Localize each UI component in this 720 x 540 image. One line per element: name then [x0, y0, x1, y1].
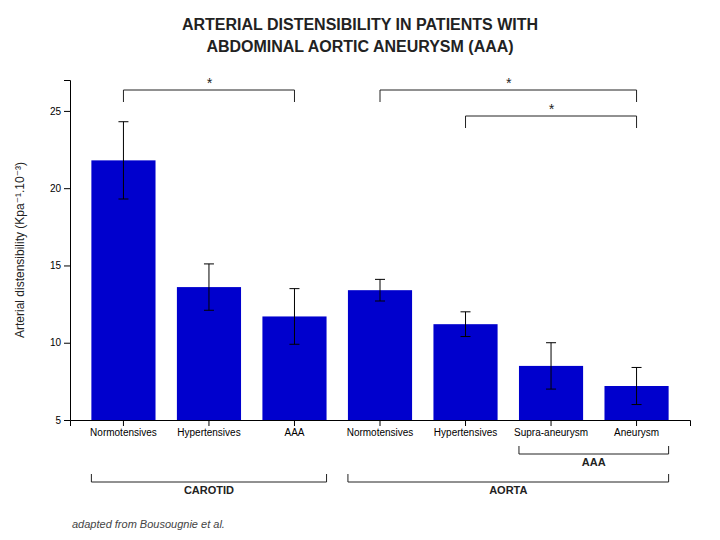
- y-axis: 5 10 15 20 25: [50, 81, 71, 426]
- x-tick-mark: [380, 420, 381, 426]
- y-axis-line: [64, 81, 71, 421]
- y-tick-mark: [64, 420, 70, 421]
- x-axis-line: [71, 421, 691, 427]
- y-tick: 15: [50, 260, 70, 271]
- x-tick-label: Normotensives: [90, 427, 157, 438]
- y-tick-mark: [64, 111, 70, 112]
- x-tick: AAA: [284, 420, 304, 438]
- bar: [433, 324, 497, 420]
- x-tick-label: Aneurysm: [614, 427, 659, 438]
- error-bar-cap: [632, 367, 642, 368]
- x-tick-mark: [294, 420, 295, 426]
- group-bracket: [91, 474, 326, 482]
- significance-bracket: [380, 90, 637, 102]
- y-tick-label: 15: [50, 260, 62, 271]
- x-axis: Normotensives Hypertensives AAA Normotensiv…: [71, 420, 691, 438]
- x-tick: Supra-aneurysm: [514, 420, 588, 438]
- error-bar-cap: [461, 311, 471, 312]
- error-bar: [461, 312, 471, 337]
- y-tick-label: 5: [55, 415, 61, 426]
- y-tick-label: 25: [50, 106, 62, 117]
- x-tick-label: Hypertensives: [177, 427, 240, 438]
- error-bar-cap: [375, 279, 385, 280]
- y-tick-mark: [64, 343, 70, 344]
- error-bar-cap: [546, 389, 556, 390]
- error-bar-cap: [204, 263, 214, 264]
- bar: [91, 160, 155, 420]
- groups: CAROTID AORTA AAA: [91, 446, 668, 496]
- x-tick: Hypertensives: [434, 420, 497, 438]
- error-bar-cap: [118, 121, 128, 122]
- title: ABDOMINAL AORTIC ANEURYSM (AAA): [206, 38, 513, 55]
- y-tick-mark: [64, 188, 70, 189]
- error-bar-stem: [208, 264, 209, 310]
- caption: adapted from Bousougnie et al.: [72, 518, 225, 530]
- x-tick-label: AAA: [284, 427, 304, 438]
- x-tick-label: Supra-aneurysm: [514, 427, 588, 438]
- significance-label: *: [506, 75, 512, 91]
- y-tick: 10: [50, 337, 70, 348]
- error-bar-stem: [380, 279, 381, 301]
- error-bar-stem: [123, 122, 124, 199]
- y-tick-mark: [64, 265, 70, 266]
- x-tick-mark: [208, 420, 209, 426]
- x-tick-mark: [636, 420, 637, 426]
- error-bar-stem: [294, 289, 295, 345]
- marks: [91, 122, 668, 420]
- x-tick: Hypertensives: [177, 420, 240, 438]
- y-tick: 20: [50, 183, 70, 194]
- bar: [348, 290, 412, 420]
- x-tick: Aneurysm: [614, 420, 659, 438]
- x-tick-label: Normotensives: [347, 427, 414, 438]
- x-tick-mark: [551, 420, 552, 426]
- group-label: AORTA: [489, 484, 527, 496]
- x-tick-mark: [465, 420, 466, 426]
- error-bar: [118, 122, 128, 199]
- error-bar-stem: [551, 343, 552, 389]
- error-bar: [632, 367, 642, 404]
- error-bar-cap: [289, 288, 299, 289]
- group-bracket: [519, 446, 669, 454]
- annotations: * * *: [123, 75, 636, 128]
- error-bar-cap: [118, 199, 128, 200]
- error-bar-cap: [289, 344, 299, 345]
- significance-bracket: [466, 116, 637, 128]
- significance-label: *: [206, 75, 212, 91]
- error-bar-cap: [546, 342, 556, 343]
- error-bar-stem: [636, 367, 637, 404]
- group-bracket: [348, 474, 669, 482]
- error-bar-stem: [465, 312, 466, 337]
- error-bar-cap: [375, 301, 385, 302]
- error-bar: [546, 343, 556, 389]
- x-tick-label: Hypertensives: [434, 427, 497, 438]
- error-bar-cap: [204, 310, 214, 311]
- y-tick-label: 20: [50, 183, 62, 194]
- x-tick: Normotensives: [90, 420, 157, 438]
- chart: ARTERIAL DISTENSIBILITY IN PATIENTS WITH…: [0, 0, 720, 540]
- error-bar-cap: [461, 336, 471, 337]
- y-tick: 25: [50, 106, 70, 117]
- group-label: CAROTID: [184, 484, 234, 496]
- error-bar: [204, 264, 214, 310]
- error-bar: [289, 289, 299, 345]
- significance-label: *: [548, 101, 554, 117]
- error-bar: [375, 279, 385, 301]
- y-tick: 5: [55, 415, 70, 426]
- group-label: AAA: [582, 456, 606, 468]
- significance-bracket: [123, 90, 294, 102]
- y-axis-title: Arterial distensibility (Kpa⁻¹.10⁻³): [13, 162, 27, 338]
- x-tick-mark: [123, 420, 124, 426]
- title: ARTERIAL DISTENSIBILITY IN PATIENTS WITH: [182, 16, 538, 33]
- error-bar-cap: [632, 404, 642, 405]
- x-tick: Normotensives: [347, 420, 414, 438]
- y-tick-label: 10: [50, 337, 62, 348]
